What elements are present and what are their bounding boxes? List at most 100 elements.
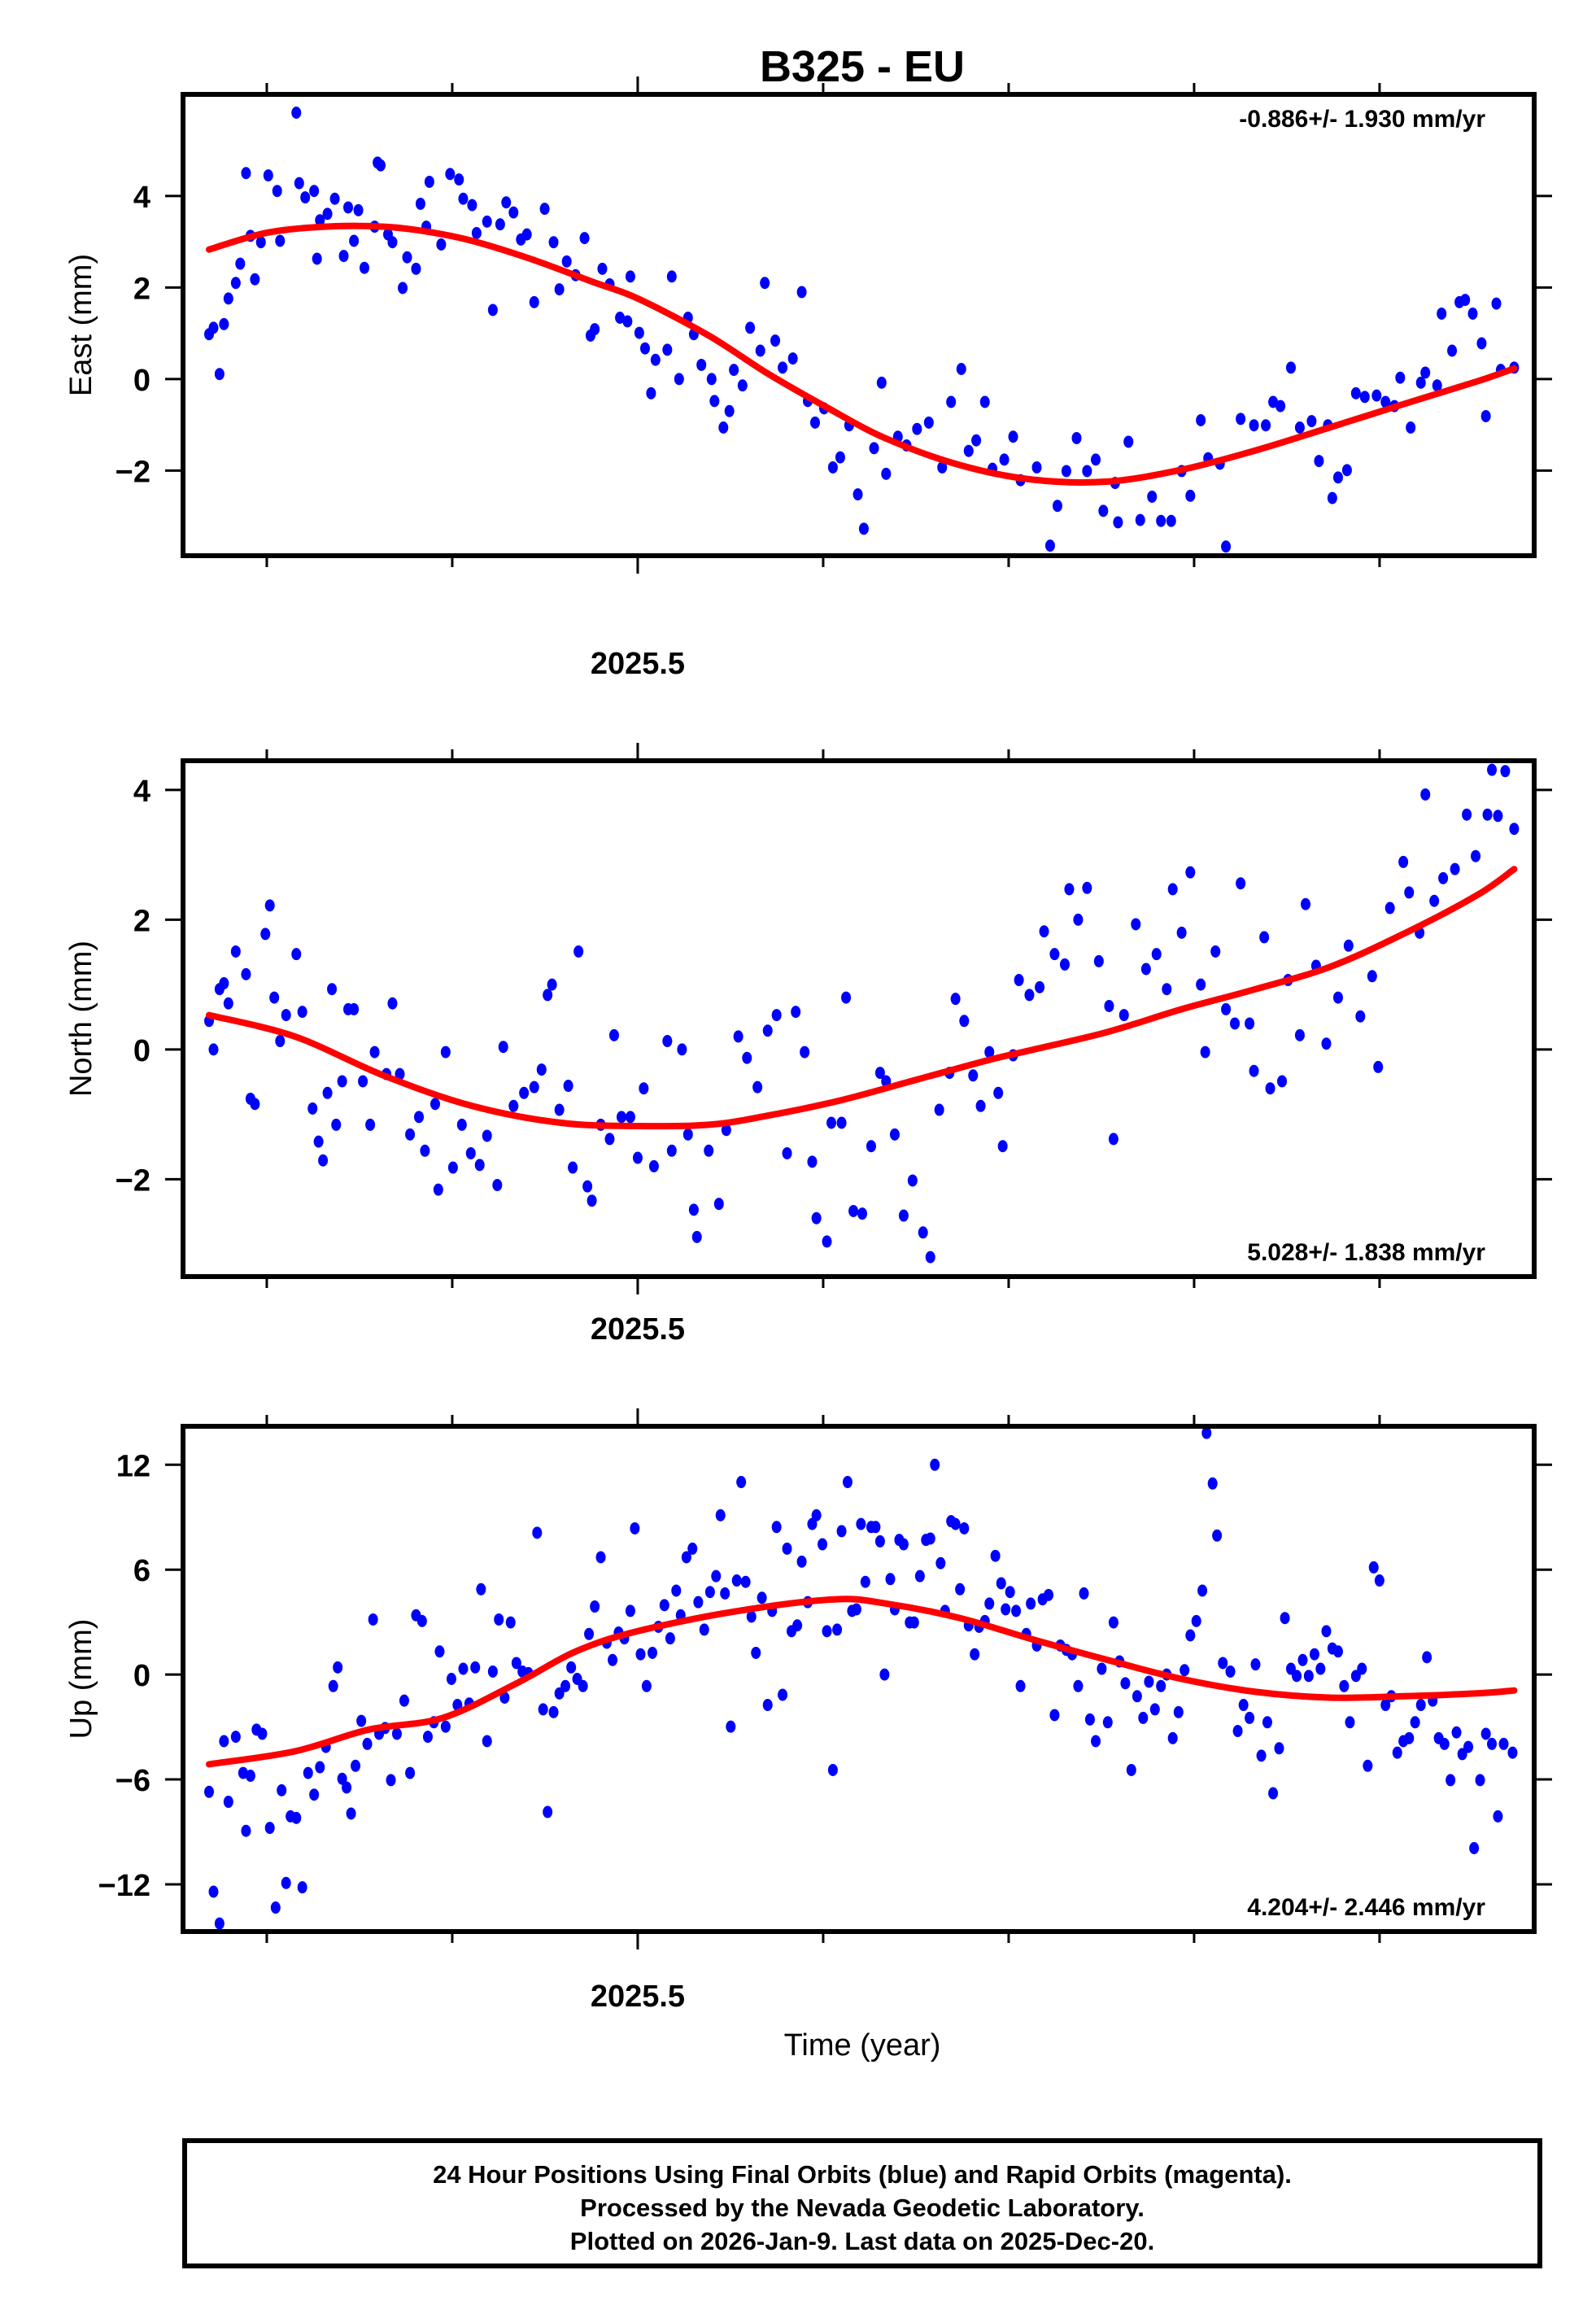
data-point	[1368, 1561, 1379, 1574]
data-point	[264, 1822, 275, 1835]
data-point	[346, 1807, 356, 1820]
data-point	[1500, 765, 1511, 778]
data-point	[1044, 1588, 1054, 1601]
data-point	[1236, 877, 1246, 890]
data-point	[1156, 1679, 1166, 1692]
data-point	[1294, 421, 1305, 434]
data-point	[1404, 1731, 1415, 1744]
data-point	[508, 206, 519, 219]
data-point	[691, 1230, 702, 1243]
data-point	[1166, 514, 1176, 527]
data-point	[402, 251, 412, 264]
data-point	[1249, 419, 1259, 432]
data-point	[791, 1006, 801, 1019]
data-point	[800, 1046, 810, 1059]
data-point	[356, 1714, 367, 1727]
data-point	[395, 1067, 405, 1080]
data-point	[1200, 1046, 1210, 1059]
data-point	[257, 1727, 268, 1740]
data-point	[322, 1086, 333, 1099]
data-point	[398, 282, 408, 295]
velocity-label: 4.204+/- 2.446 mm/yr	[1247, 1894, 1485, 1921]
data-point	[1176, 926, 1187, 939]
data-point	[1185, 489, 1196, 502]
data-point	[1079, 1587, 1089, 1600]
north-panel: 2025.5 −2 0 2 4 North (mm) 5.028+/- 1.838 mm/y…	[64, 743, 1552, 1347]
data-point	[538, 1703, 548, 1716]
data-point	[264, 899, 275, 912]
data-point	[297, 1006, 307, 1019]
data-point	[979, 395, 990, 408]
data-point	[635, 1648, 646, 1661]
data-point	[787, 352, 798, 365]
data-point	[1493, 1810, 1503, 1823]
footer-line-3: Plotted on 2026-Jan-9. Last data on 2025…	[570, 2227, 1154, 2255]
data-point	[807, 1155, 818, 1168]
data-point	[1480, 409, 1491, 422]
data-point	[832, 1623, 843, 1636]
data-point	[1236, 413, 1246, 426]
data-point	[1265, 1082, 1275, 1095]
data-point	[1343, 939, 1354, 952]
x-tick-label: 2025.5	[591, 1312, 685, 1347]
data-point	[848, 1204, 859, 1217]
data-point	[762, 1024, 773, 1037]
data-point	[762, 1699, 773, 1712]
data-point	[595, 1551, 606, 1564]
data-point	[241, 1824, 251, 1837]
data-point	[1498, 1737, 1509, 1750]
data-point	[1035, 980, 1045, 993]
data-point	[1131, 918, 1141, 931]
data-point	[578, 1679, 588, 1692]
data-point	[1120, 1677, 1131, 1690]
data-point	[841, 991, 852, 1004]
data-point	[208, 1885, 219, 1898]
data-point	[566, 1661, 577, 1674]
data-point	[671, 1584, 682, 1597]
footer-line-1: 24 Hour Positions Using Final Orbits (bl…	[433, 2160, 1292, 2189]
data-point	[1098, 504, 1109, 517]
data-point	[677, 1043, 687, 1056]
data-point	[826, 1116, 836, 1129]
data-point	[1221, 1002, 1232, 1015]
data-point	[368, 1613, 378, 1626]
data-point	[1332, 991, 1343, 1004]
data-point	[1250, 1658, 1261, 1671]
data-point	[337, 1075, 347, 1088]
data-point	[1210, 945, 1221, 958]
data-point	[1024, 989, 1035, 1002]
data-point	[1039, 925, 1049, 938]
data-point	[822, 1625, 832, 1638]
data-point	[851, 1603, 861, 1616]
data-point	[1014, 974, 1024, 987]
data-point	[625, 1604, 635, 1617]
data-point	[230, 945, 241, 958]
data-point	[639, 342, 650, 355]
data-point	[1463, 1740, 1474, 1753]
data-point	[746, 1610, 757, 1623]
data-point	[755, 344, 765, 357]
data-point	[918, 1226, 928, 1239]
data-point	[1406, 421, 1416, 434]
data-point	[342, 1781, 352, 1794]
data-point	[811, 1211, 822, 1225]
data-point	[230, 277, 241, 290]
data-point	[1144, 1675, 1154, 1688]
data-point	[1315, 1662, 1326, 1675]
data-point	[230, 1731, 241, 1744]
data-point	[1373, 1060, 1384, 1073]
data-point	[548, 236, 559, 249]
data-point	[1191, 1614, 1201, 1627]
data-point	[688, 1203, 699, 1216]
y-tick-label: −2	[116, 1163, 150, 1198]
data-point	[536, 1063, 547, 1076]
data-point	[662, 343, 673, 356]
data-point	[1238, 1699, 1249, 1712]
data-point	[529, 295, 539, 308]
data-point	[706, 373, 717, 386]
data-point	[1350, 386, 1361, 399]
data-point	[1420, 366, 1431, 379]
data-point	[704, 1586, 715, 1599]
plot-area	[204, 763, 1520, 1264]
data-point	[1292, 1670, 1302, 1683]
